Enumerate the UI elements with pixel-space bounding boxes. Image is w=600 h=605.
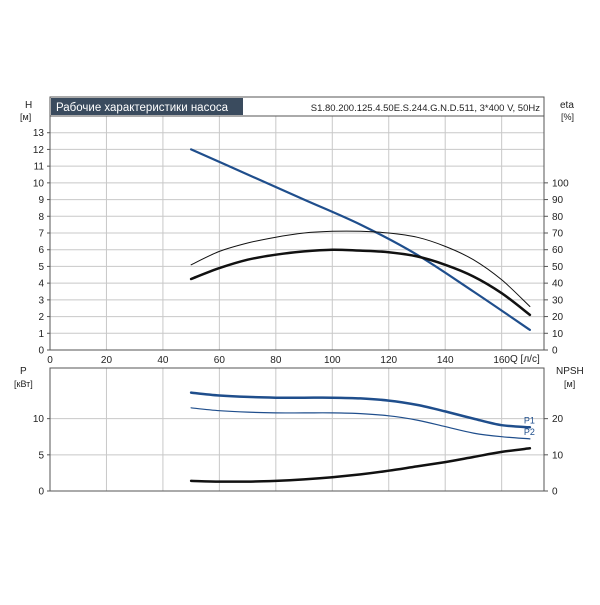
x-tick-label: 80 xyxy=(270,355,282,366)
top-left-tick-label: 13 xyxy=(33,128,45,139)
top-right-tick-label: 60 xyxy=(552,245,564,256)
top-left-axis-unit: [м] xyxy=(20,112,31,122)
bottom-right-tick-label: 10 xyxy=(552,450,564,461)
bottom-right-axis-unit: [м] xyxy=(564,379,575,389)
bottom-left-tick-label: 5 xyxy=(38,450,44,461)
top-left-tick-label: 8 xyxy=(38,212,44,223)
top-series-1-line xyxy=(190,230,531,307)
top-plot-frame xyxy=(49,115,545,351)
top-right-tick-label: 20 xyxy=(552,312,564,323)
bottom-plot-frame xyxy=(49,367,545,492)
x-tick-label: 160 xyxy=(493,355,510,366)
top-series-0-line xyxy=(190,148,531,331)
top-right-tick-label: 30 xyxy=(552,295,564,306)
top-left-tick-label: 5 xyxy=(38,262,44,273)
x-tick-label: 40 xyxy=(157,355,169,366)
top-left-tick-label: 6 xyxy=(38,245,44,256)
top-left-axis-label: H xyxy=(25,100,32,111)
bottom-right-tick-label: 0 xyxy=(552,487,558,498)
bottom-right-tick-label: 20 xyxy=(552,414,564,425)
top-series-2-line xyxy=(189,248,532,317)
top-left-tick-label: 10 xyxy=(33,178,45,189)
bottom-series-p2-line xyxy=(190,407,531,440)
top-left-tick-label: 0 xyxy=(38,346,44,357)
bottom-left-tick-label: 10 xyxy=(33,414,45,425)
x-tick-label: 20 xyxy=(101,355,113,366)
pump-model: S1.80.200.125.4.50E.S.244.G.N.D.511, 3*4… xyxy=(311,103,540,114)
top-left-tick-label: 7 xyxy=(38,229,44,240)
title-background xyxy=(51,98,243,115)
x-tick-label: 140 xyxy=(437,355,454,366)
chart-title: Рабочие характеристики насоса xyxy=(56,102,229,114)
top-right-tick-label: 10 xyxy=(552,329,564,340)
top-right-tick-label: 90 xyxy=(552,195,564,206)
top-right-axis-label: eta xyxy=(560,100,574,111)
bottom-series-label-p1: P1 xyxy=(524,415,535,425)
x-tick-label: 100 xyxy=(324,355,341,366)
top-right-tick-label: 80 xyxy=(552,212,564,223)
top-left-tick-label: 2 xyxy=(38,312,44,323)
bottom-series-label-p2: P2 xyxy=(524,427,535,437)
top-right-tick-label: 50 xyxy=(552,262,564,273)
bottom-series-p1-line xyxy=(189,391,532,429)
bottom-left-tick-label: 0 xyxy=(38,487,44,498)
top-left-tick-label: 9 xyxy=(38,195,44,206)
top-right-tick-label: 0 xyxy=(552,346,558,357)
x-tick-label: 0 xyxy=(47,355,53,366)
top-left-tick-label: 4 xyxy=(38,279,44,290)
top-left-tick-label: 3 xyxy=(38,295,44,306)
x-axis-label: Q [л/с] xyxy=(510,354,540,365)
top-right-tick-label: 40 xyxy=(552,279,564,290)
top-right-axis-unit: [%] xyxy=(561,112,574,122)
bottom-right-axis-label: NPSH xyxy=(556,366,584,377)
x-tick-label: 60 xyxy=(214,355,226,366)
top-right-tick-label: 100 xyxy=(552,178,569,189)
top-left-tick-label: 12 xyxy=(33,145,45,156)
bottom-left-axis-label: P xyxy=(20,366,27,377)
top-left-tick-label: 11 xyxy=(34,162,45,173)
top-left-tick-label: 1 xyxy=(38,329,44,340)
top-right-tick-label: 70 xyxy=(552,229,564,240)
bottom-series-2-line xyxy=(189,447,532,483)
x-tick-label: 120 xyxy=(380,355,397,366)
bottom-left-axis-unit: [кВт] xyxy=(14,379,33,389)
